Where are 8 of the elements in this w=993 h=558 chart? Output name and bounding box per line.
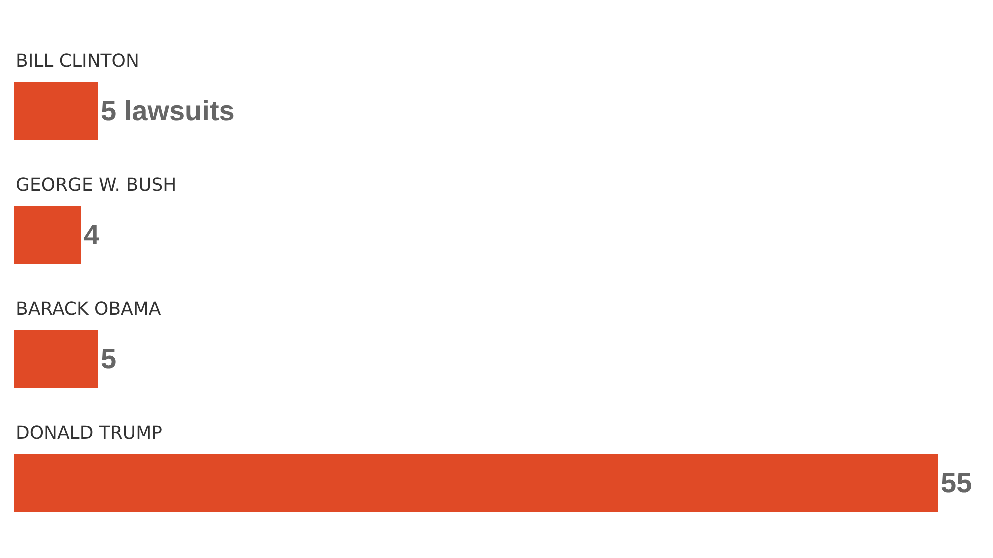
data-label: 4 xyxy=(84,220,100,250)
data-label: 55 xyxy=(941,468,972,498)
data-label: 5 lawsuits xyxy=(101,96,235,126)
y-tick-label: DONALD TRUMP xyxy=(16,423,163,444)
y-tick-label: BILL CLINTON xyxy=(16,51,140,72)
y-tick-label: BARACK OBAMA xyxy=(16,299,162,320)
y-tick-label: GEORGE W. BUSH xyxy=(16,175,177,196)
data-label: 5 xyxy=(101,344,117,374)
